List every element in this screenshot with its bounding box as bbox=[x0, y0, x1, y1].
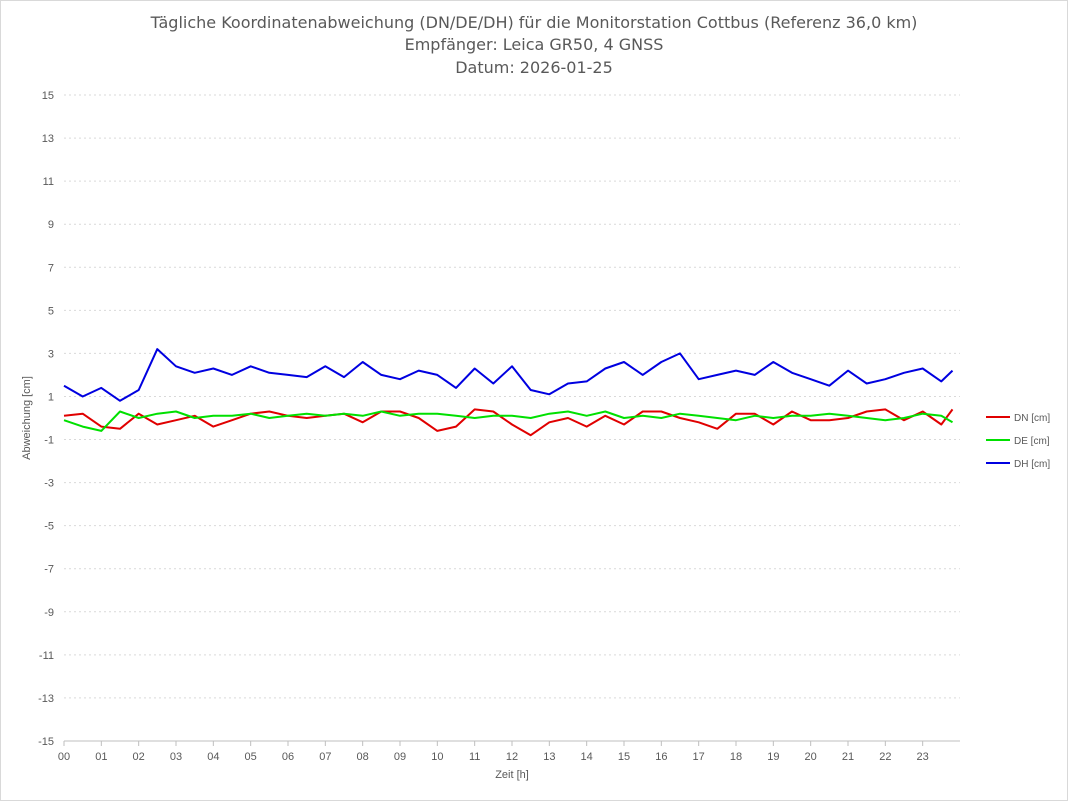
y-tick-label: 5 bbox=[48, 305, 54, 317]
x-tick-label: 14 bbox=[581, 751, 593, 763]
x-tick-label: 09 bbox=[394, 751, 406, 763]
y-tick-label: -15 bbox=[38, 736, 54, 748]
title-line-2: Empfänger: Leica GR50, 4 GNSS bbox=[405, 35, 664, 54]
y-tick-label: 7 bbox=[48, 262, 54, 274]
y-tick-label: 13 bbox=[42, 133, 54, 145]
x-tick-label: 01 bbox=[95, 751, 107, 763]
chart-title: Tägliche Koordinatenabweichung (DN/DE/DH… bbox=[150, 13, 918, 77]
x-tick-label: 08 bbox=[357, 751, 369, 763]
y-tick-label: -13 bbox=[38, 693, 54, 705]
x-tick-label: 07 bbox=[319, 751, 331, 763]
x-tick-label: 06 bbox=[282, 751, 294, 763]
y-tick-label: 15 bbox=[42, 90, 54, 102]
x-tick-label: 00 bbox=[58, 751, 70, 763]
x-tick-label: 03 bbox=[170, 751, 182, 763]
x-tick-label: 13 bbox=[543, 751, 555, 763]
series-line-de bbox=[63, 410, 954, 432]
y-tick-label: 3 bbox=[48, 348, 54, 360]
y-tick-label: -11 bbox=[39, 650, 54, 662]
y-axis-ticks: 15 13 11 9 7 5 3 1 -1 -3 -5 -7 -9 -11 -13 -15 bbox=[38, 90, 54, 748]
x-tick-label: 19 bbox=[767, 751, 779, 763]
x-tick-label: 12 bbox=[506, 751, 518, 763]
x-tick-label: 10 bbox=[431, 751, 443, 763]
series-line-dn bbox=[63, 408, 954, 437]
x-tick-label: 02 bbox=[133, 751, 145, 763]
y-tick-label: -7 bbox=[44, 564, 54, 576]
x-tick-label: 21 bbox=[842, 751, 854, 763]
x-tick-label: 18 bbox=[730, 751, 742, 763]
x-tick-label: 05 bbox=[245, 751, 257, 763]
x-tick-label: 16 bbox=[655, 751, 667, 763]
x-tick-label: 11 bbox=[469, 751, 480, 763]
x-tick-label: 20 bbox=[805, 751, 817, 763]
y-tick-label: -5 bbox=[44, 521, 54, 533]
y-tick-label: 9 bbox=[48, 219, 54, 231]
x-axis-label: Zeit [h] bbox=[495, 769, 529, 781]
x-tick-label: 23 bbox=[917, 751, 929, 763]
grid-lines bbox=[64, 94, 960, 699]
title-line-1: Tägliche Koordinatenabweichung (DN/DE/DH… bbox=[150, 13, 918, 32]
y-tick-label: 1 bbox=[48, 391, 54, 403]
title-line-3: Datum: 2026-01-25 bbox=[455, 58, 613, 77]
legend-label: DN [cm] bbox=[1014, 413, 1050, 424]
legend-label: DH [cm] bbox=[1014, 459, 1050, 470]
x-tick-label: 04 bbox=[207, 751, 219, 763]
y-axis-label: Abweichung [cm] bbox=[21, 376, 33, 460]
x-axis-ticks: 00 01 02 03 04 05 06 07 08 09 10 11 12 13 14 15 16 17 18 19… bbox=[58, 741, 929, 763]
y-tick-label: -9 bbox=[44, 607, 54, 619]
y-tick-label: -1 bbox=[44, 435, 54, 447]
y-tick-label: -3 bbox=[44, 478, 54, 490]
x-tick-label: 22 bbox=[879, 751, 891, 763]
y-tick-label: 11 bbox=[43, 176, 54, 188]
series-group bbox=[63, 348, 954, 437]
legend-label: DE [cm] bbox=[1014, 436, 1050, 447]
series-line-dh bbox=[63, 348, 954, 402]
x-tick-label: 15 bbox=[618, 751, 630, 763]
x-tick-label: 17 bbox=[693, 751, 705, 763]
legend: DN [cm] DE [cm] DH [cm] bbox=[986, 413, 1050, 470]
